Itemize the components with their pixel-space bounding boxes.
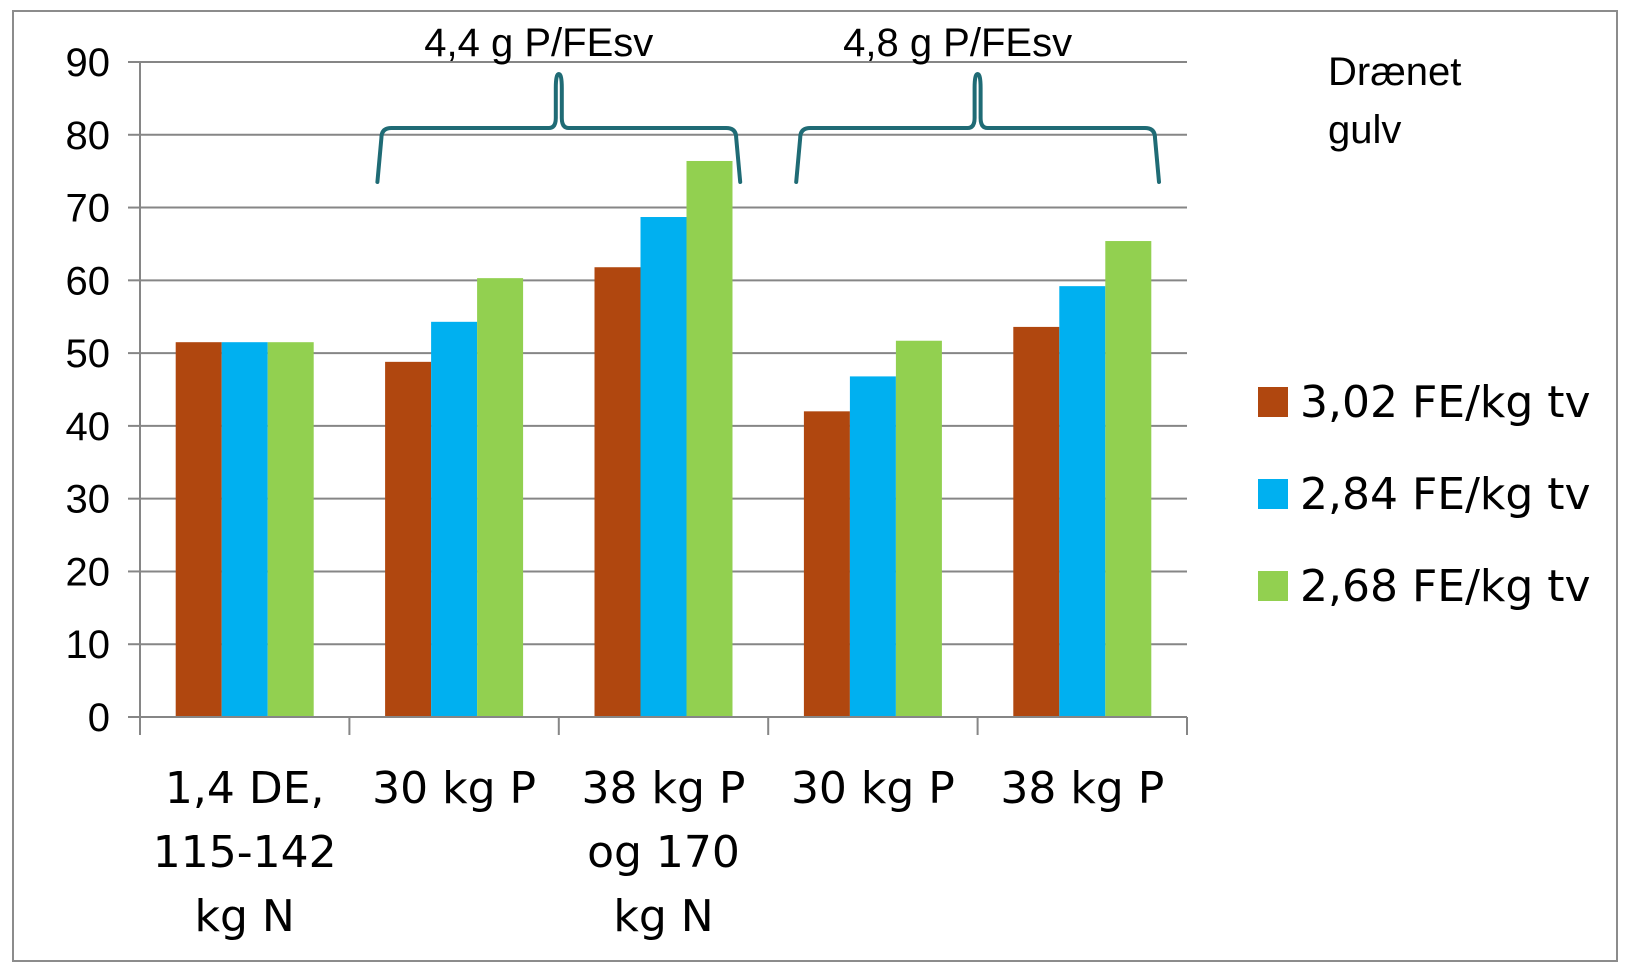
bar — [1105, 241, 1152, 718]
x-category-label-line: kg N — [195, 891, 295, 942]
bars — [175, 160, 1152, 718]
bar — [477, 278, 524, 717]
y-tick-labels: 0 10 20 30 40 50 60 70 80 90 — [66, 41, 111, 740]
legend-swatch — [1258, 387, 1288, 417]
curly-bracket — [375, 72, 743, 184]
y-tick-label: 90 — [66, 41, 111, 85]
y-tick-label: 10 — [66, 623, 111, 667]
x-category-label-line: 1,4 DE, — [165, 763, 325, 814]
y-tick-label: 30 — [66, 478, 111, 522]
x-category-label: 38 kg P — [1000, 763, 1164, 814]
legend-swatch — [1258, 479, 1288, 509]
side-label-line: Drænet — [1328, 50, 1461, 94]
bar — [594, 267, 641, 717]
y-tick-label: 80 — [66, 114, 111, 158]
bar — [686, 160, 733, 717]
legend-label: 2,68 FE/kg tv — [1300, 561, 1591, 612]
x-category-label-line: 38 kg P — [1000, 763, 1164, 814]
legend-swatch — [1258, 571, 1288, 601]
legend: 3,02 FE/kg tv 2,84 FE/kg tv 2,68 FE/kg tv — [1258, 377, 1591, 612]
x-category-labels: 1,4 DE, 115-142 kg N 30 kg P 38 kg P og 170 kg… — [153, 763, 1164, 942]
x-category-label-line: 30 kg P — [372, 763, 536, 814]
bar — [640, 217, 687, 717]
axes — [128, 61, 1188, 735]
bar — [431, 321, 478, 717]
bar — [267, 342, 314, 717]
x-category-label-line: 115-142 — [153, 827, 337, 878]
bar — [1013, 326, 1060, 717]
x-category-label: 38 kg P og 170 kg N — [582, 763, 746, 942]
x-category-label-line: 38 kg P — [582, 763, 746, 814]
y-tick-label: 20 — [66, 550, 111, 594]
x-category-label-line: og 170 — [587, 827, 740, 878]
side-label-line: gulv — [1328, 108, 1401, 152]
x-category-label: 30 kg P — [372, 763, 536, 814]
x-category-label-line: kg N — [613, 891, 713, 942]
y-tick-label: 70 — [66, 187, 111, 231]
bar — [1059, 286, 1106, 717]
curly-bracket — [794, 72, 1161, 184]
legend-label: 2,84 FE/kg tv — [1300, 469, 1591, 520]
bar — [385, 361, 432, 717]
x-category-label: 1,4 DE, 115-142 kg N — [153, 763, 337, 942]
y-tick-label: 40 — [66, 405, 111, 449]
bar — [221, 342, 268, 717]
group-annotations: 4,4 g P/FEsv 4,8 g P/FEsv — [424, 21, 1072, 65]
x-category-label: 30 kg P — [791, 763, 955, 814]
y-tick-label: 0 — [88, 696, 110, 740]
group-annotation-label: 4,4 g P/FEsv — [424, 21, 653, 65]
bar — [175, 342, 222, 717]
group-annotation-label: 4,8 g P/FEsv — [843, 21, 1072, 65]
x-category-label-line: 30 kg P — [791, 763, 955, 814]
legend-label: 3,02 FE/kg tv — [1300, 377, 1591, 428]
bar — [803, 411, 850, 717]
group-brackets — [375, 72, 1161, 184]
bar — [849, 376, 896, 717]
bar — [895, 340, 942, 717]
y-tick-label: 60 — [66, 259, 111, 303]
side-label: Drænet gulv — [1328, 50, 1461, 152]
side-label-text: Drænet gulv — [1328, 50, 1461, 152]
y-tick-label: 50 — [66, 332, 111, 376]
